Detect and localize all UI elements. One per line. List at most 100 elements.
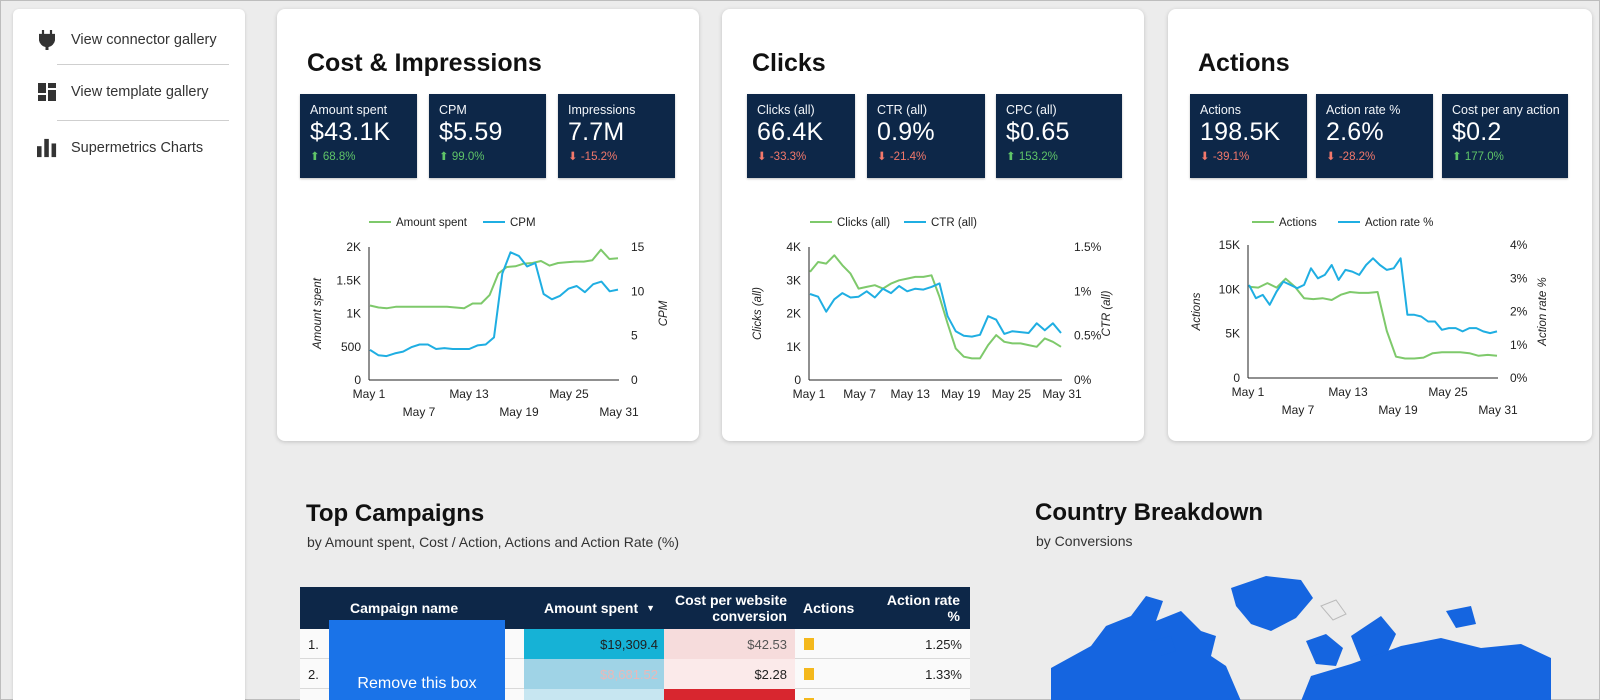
actions-bar (804, 698, 814, 700)
y-right-axis-title: Action rate % (1537, 277, 1549, 346)
kpi-impressions[interactable]: Impressions 7.7M ⬇ -15.2% (558, 94, 675, 178)
cost-impressions-card: Cost & Impressions Amount spent $43.1K ⬆… (277, 9, 699, 441)
country-breakdown-subtitle: by Conversions (1036, 533, 1133, 549)
table-row[interactable]: 3. (300, 689, 970, 700)
y-left-tick-label: 10K (1219, 282, 1240, 296)
kpi-cpm[interactable]: CPM $5.59 ⬆ 99.0% (429, 94, 546, 178)
sidebar-divider (57, 120, 229, 121)
legend-label: Amount spent (396, 217, 468, 229)
kpi-delta: ⬇ -33.3% (757, 151, 807, 163)
cost-cell: $42.53 (664, 629, 795, 659)
card-title: Actions (1198, 49, 1290, 77)
cost-cell: $2.28 (664, 659, 795, 689)
kpi-value: $43.1K (310, 118, 391, 146)
y-right-tick-label: 0 (631, 373, 638, 387)
x-tick-label: May 1 (353, 387, 386, 401)
y-left-tick-label: 15K (1219, 238, 1240, 252)
series-line-amount-spent (369, 248, 619, 310)
col-header-cost-per-conversion[interactable]: Cost per website conversion (674, 592, 787, 624)
kpi-label: CPM (439, 103, 467, 117)
view-connector-gallery-link[interactable]: View connector gallery (25, 18, 229, 62)
y-right-tick-label: 15 (631, 240, 645, 254)
y-left-axis-title: Clicks (all) (752, 287, 764, 340)
y-right-axis-title: CTR (all) (1101, 290, 1113, 336)
kpi-cost-per-action[interactable]: Cost per any action $0.2 ⬆ 177.0% (1442, 94, 1568, 178)
cost-cell (664, 689, 795, 700)
kpi-delta: ⬆ 177.0% (1452, 151, 1504, 163)
sidebar: View connector gallery View template gal… (13, 9, 245, 700)
y-right-tick-label: 10 (631, 284, 645, 298)
row-index: 1. (308, 636, 319, 652)
sidebar-divider (57, 64, 229, 65)
col-header-action-rate[interactable]: Action rate % (886, 592, 960, 624)
supermetrics-charts-link[interactable]: Supermetrics Charts (25, 126, 229, 170)
x-tick-label: May 19 (1378, 403, 1418, 417)
row-index: 3. (308, 689, 319, 700)
sidebar-item-label: Supermetrics Charts (71, 140, 204, 156)
x-tick-label: May 7 (1282, 403, 1315, 417)
x-tick-label: May 7 (403, 405, 436, 419)
amount-cell (524, 689, 664, 700)
col-header-actions[interactable]: Actions (803, 600, 855, 616)
y-left-tick-label: 2K (346, 240, 361, 254)
country-breakdown-title: Country Breakdown (1035, 499, 1264, 526)
top-campaigns-subtitle: by Amount spent, Cost / Action, Actions … (307, 534, 679, 550)
kpi-value: $0.65 (1006, 118, 1070, 146)
map-islands (1320, 599, 1347, 621)
clicks-chart[interactable]: Clicks (all) CTR (all) 0 1K 2K 3K 4K 0% 0.5% 1% 1.… (722, 199, 1144, 439)
country-map[interactable] (1051, 576, 1551, 700)
rate-cell: 1.25% (925, 636, 962, 652)
amount-cell: $8,681.52 (524, 659, 664, 689)
plug-icon (37, 30, 57, 50)
kpi-label: Amount spent (310, 103, 388, 117)
kpi-value: 7.7M (568, 118, 625, 146)
kpi-value: 198.5K (1200, 118, 1281, 146)
kpi-delta: ⬆ 99.0% (439, 151, 485, 163)
kpi-clicks[interactable]: Clicks (all) 66.4K ⬇ -33.3% (747, 94, 855, 178)
y-left-tick-label: 4K (786, 240, 801, 254)
x-tick-label: May 25 (549, 387, 589, 401)
kpi-value: $5.59 (439, 118, 503, 146)
x-tick-label: May 1 (1232, 385, 1265, 399)
kpi-label: Cost per any action (1452, 103, 1560, 117)
y-left-tick-label: 500 (341, 340, 361, 354)
kpi-value: 66.4K (757, 118, 824, 146)
x-tick-label: May 31 (1042, 387, 1082, 401)
col-header-amount-spent[interactable]: Amount spent ▼ (544, 600, 656, 616)
col-header-campaign-name[interactable]: Campaign name (350, 600, 459, 616)
x-tick-label: May 19 (499, 405, 539, 419)
sidebar-item-label: View template gallery (71, 84, 209, 100)
kpi-delta: ⬆ 153.2% (1006, 151, 1058, 163)
actions-chart[interactable]: Actions Action rate % 0 5K 10K 15K 0% 1% 2% 3% 4% M… (1168, 199, 1592, 439)
clicks-card: Clicks Clicks (all) 66.4K ⬇ -33.3% CTR (… (722, 9, 1144, 441)
y-right-tick-label: 1% (1510, 338, 1528, 352)
kpi-ctr[interactable]: CTR (all) 0.9% ⬇ -21.4% (867, 94, 985, 178)
kpi-actions[interactable]: Actions 198.5K ⬇ -39.1% (1190, 94, 1307, 178)
legend-label: Clicks (all) (837, 217, 890, 229)
series-line-clicks-all- (809, 254, 1062, 360)
sort-desc-icon: ▼ (646, 603, 656, 613)
legend-label: CPM (510, 217, 536, 229)
top-campaigns-title: Top Campaigns (306, 500, 485, 527)
kpi-cpc[interactable]: CPC (all) $0.65 ⬆ 153.2% (996, 94, 1122, 178)
actions-card: Actions Actions 198.5K ⬇ -39.1% Action r… (1168, 9, 1592, 441)
card-title: Cost & Impressions (307, 49, 542, 77)
cost-impressions-chart[interactable]: Amount spent CPM 0 500 1K 1.5K 2K 0 5 10 15 May 1 Ma… (277, 199, 699, 439)
y-right-tick-label: 3% (1510, 271, 1528, 285)
kpi-label: Actions (1200, 103, 1241, 117)
y-left-tick-label: 1K (786, 340, 801, 354)
view-template-gallery-link[interactable]: View template gallery (25, 70, 229, 114)
y-right-tick-label: 0% (1074, 373, 1092, 387)
remove-this-box-overlay[interactable]: Remove this box (329, 620, 505, 700)
y-left-tick-label: 5K (1225, 327, 1240, 341)
kpi-action-rate[interactable]: Action rate % 2.6% ⬇ -28.2% (1316, 94, 1433, 178)
y-left-tick-label: 3K (786, 273, 801, 287)
kpi-amount-spent[interactable]: Amount spent $43.1K ⬆ 68.8% (300, 94, 417, 178)
x-tick-label: May 31 (1478, 403, 1518, 417)
x-tick-label: May 13 (891, 387, 931, 401)
actions-bar (804, 638, 814, 650)
y-left-axis-title: Actions (1191, 292, 1203, 331)
series-line-actions (1248, 277, 1498, 360)
actions-bar (804, 668, 814, 680)
y-right-tick-label: 1% (1074, 284, 1092, 298)
